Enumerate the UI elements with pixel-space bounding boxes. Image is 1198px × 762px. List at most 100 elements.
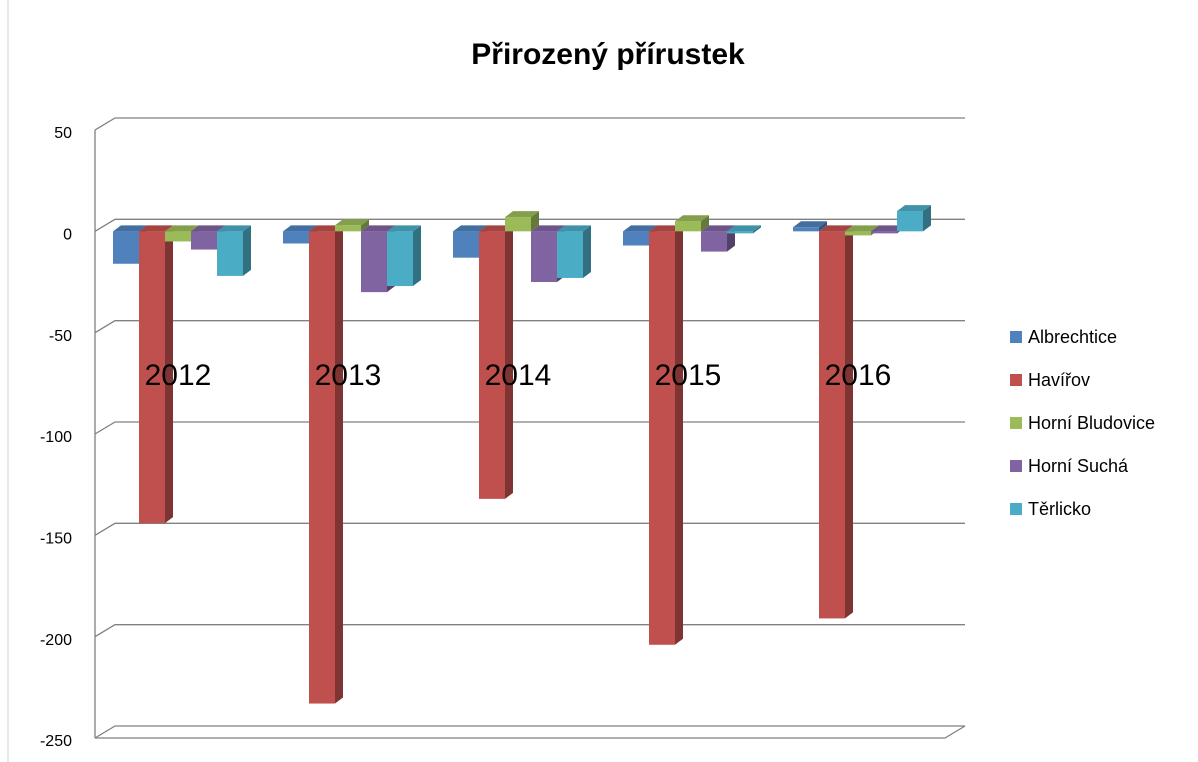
bar-face [649, 231, 675, 645]
y-tick-label: -50 [49, 328, 72, 345]
bar-face [217, 231, 243, 276]
bar-top [505, 211, 539, 218]
y-tick-label: -200 [40, 632, 72, 649]
legend-label: Havířov [1028, 370, 1090, 390]
grid-line [94, 725, 965, 739]
y-tick-label: -150 [40, 531, 72, 548]
bar-side [413, 225, 421, 287]
x-tick-label: 2015 [655, 359, 722, 392]
legend-swatch [1010, 503, 1022, 515]
bar-face [387, 231, 413, 287]
bar [793, 221, 827, 232]
bar [139, 225, 173, 524]
bar-face [139, 231, 165, 524]
bar [309, 225, 343, 704]
bar-face [113, 231, 139, 264]
bar-top [727, 225, 761, 232]
bar-side [531, 211, 539, 232]
bar-face [897, 211, 923, 232]
bar [387, 225, 421, 287]
legend-swatch [1010, 460, 1022, 472]
bar-face [191, 231, 217, 250]
bar-face [845, 231, 871, 236]
bar-top [113, 225, 147, 232]
legend-label: Těrlicko [1028, 499, 1091, 519]
bar-top [283, 225, 317, 232]
bar-face [453, 231, 479, 258]
bar-face [675, 221, 701, 232]
bar-top [623, 225, 657, 232]
grid-line [94, 117, 965, 131]
bar-side [753, 225, 761, 234]
floor [95, 725, 966, 739]
bar-side [675, 225, 683, 645]
bar-top [675, 215, 709, 222]
bar-face [361, 231, 387, 293]
legend-label: Horní Suchá [1028, 456, 1129, 476]
bar-top [453, 225, 487, 232]
x-tick-label: 2016 [825, 359, 892, 392]
bar-side [819, 221, 827, 232]
bar-side [923, 205, 931, 232]
bar-face [793, 227, 819, 232]
y-tick-label: -100 [40, 429, 72, 446]
bar-top [845, 225, 879, 232]
bar [479, 225, 513, 499]
bar [505, 211, 539, 232]
bar-top [217, 225, 251, 232]
bar-top [793, 221, 827, 228]
bar-face [871, 231, 897, 234]
bar-face [309, 231, 335, 704]
x-tick-label: 2013 [315, 359, 382, 392]
bar-face [623, 231, 649, 246]
legend-swatch [1010, 417, 1022, 429]
bar-top [335, 219, 369, 226]
bar-top [165, 225, 199, 232]
bar-top [701, 225, 735, 232]
bar [727, 225, 761, 234]
bar-face [557, 231, 583, 278]
bar-side [845, 225, 853, 619]
bar-top [387, 225, 421, 232]
bar-side [243, 225, 251, 276]
bar-top [309, 225, 343, 232]
bar-top [819, 225, 853, 232]
bar-face [283, 231, 309, 244]
bar-top [139, 225, 173, 232]
bar-top [897, 205, 931, 212]
bar-top [361, 225, 395, 232]
bar-side [335, 225, 343, 704]
bar-side [583, 225, 591, 278]
bar-face [479, 231, 505, 499]
bar-top [479, 225, 513, 232]
bar-top [871, 225, 905, 232]
bar [675, 215, 709, 232]
chart-title: Přirozený přírustek [471, 38, 745, 71]
bar-top [531, 225, 565, 232]
bar-face [531, 231, 557, 282]
bar-face [165, 231, 191, 242]
bar-face [727, 231, 753, 234]
legend-swatch [1010, 331, 1022, 343]
bar-top [649, 225, 683, 232]
bar-side [165, 225, 173, 524]
legend-label: Albrechtice [1028, 327, 1117, 347]
bar-top [557, 225, 591, 232]
bar-top [191, 225, 225, 232]
bar [557, 225, 591, 278]
bar-side [505, 225, 513, 499]
y-tick-label: 50 [54, 125, 72, 142]
x-tick-label: 2012 [145, 359, 212, 392]
bar-side [701, 215, 709, 232]
bar-face [819, 231, 845, 619]
bar [649, 225, 683, 645]
bar [335, 219, 369, 232]
bar [819, 225, 853, 619]
y-tick-label: -250 [40, 733, 72, 750]
legend-swatch [1010, 374, 1022, 386]
bar-face [505, 217, 531, 232]
bar-side [361, 219, 369, 232]
x-tick-label: 2014 [485, 359, 552, 392]
